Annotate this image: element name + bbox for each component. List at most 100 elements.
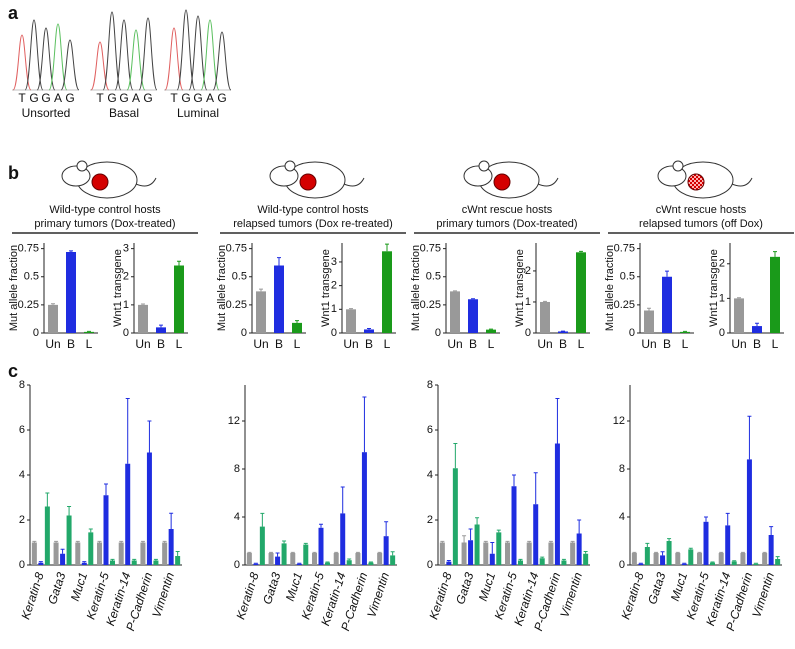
- error-bar: [489, 328, 493, 330]
- chromatogram-peak: [24, 19, 44, 91]
- bar: [364, 329, 374, 333]
- bar: [731, 561, 737, 565]
- error-bar: [69, 250, 73, 252]
- error-bar: [177, 260, 181, 266]
- error-bar: [32, 540, 37, 543]
- bar: [292, 322, 302, 333]
- error-bar: [175, 551, 180, 556]
- y-tick-label: 2: [525, 265, 531, 277]
- sample-label: Basal: [109, 106, 139, 120]
- mouse-ear: [672, 160, 684, 172]
- error-bar: [740, 551, 745, 553]
- error-bar: [153, 558, 158, 561]
- error-bar: [577, 519, 582, 534]
- error-bar: [654, 551, 659, 553]
- base-letter: G: [107, 91, 116, 105]
- y-tick-label: 3: [331, 256, 337, 268]
- x-tick-label: L: [86, 337, 93, 351]
- error-bar: [773, 251, 777, 257]
- chromatogram-peak: [60, 39, 80, 91]
- base-letter: G: [65, 91, 74, 105]
- x-tick-label: Keratin-8: [618, 570, 646, 621]
- tumor: [493, 173, 511, 191]
- tumor: [687, 173, 705, 191]
- error-bar: [104, 483, 108, 496]
- error-bar: [533, 472, 538, 505]
- error-bar: [453, 443, 458, 469]
- y-tick-label: 0.5: [24, 271, 39, 283]
- x-tick-label: Gata3: [645, 570, 669, 606]
- error-bar: [483, 540, 488, 543]
- error-bar: [697, 551, 702, 553]
- bar: [333, 553, 339, 565]
- bar: [631, 553, 637, 565]
- y-tick-label: 0.5: [232, 271, 247, 283]
- x-tick-label: Muc1: [476, 571, 498, 603]
- x-tick-label: L: [682, 337, 689, 351]
- bar: [770, 256, 780, 333]
- chromatogram-peak: [48, 23, 68, 91]
- error-bar: [505, 540, 510, 543]
- y-tick-label: 0.5: [426, 271, 441, 283]
- group-title: cWnt rescue hosts: [656, 204, 747, 216]
- error-bar: [282, 540, 287, 544]
- y-tick-label: 4: [19, 469, 25, 481]
- bar: [688, 549, 694, 565]
- base-letter: G: [217, 91, 226, 105]
- error-bar: [632, 551, 637, 553]
- x-tick-label: Un: [135, 337, 150, 351]
- error-bar: [247, 551, 252, 553]
- y-tick-label: 0.75: [614, 243, 635, 255]
- error-bar: [583, 551, 588, 554]
- y-tick-label: 0: [619, 559, 625, 571]
- bar: [259, 526, 265, 565]
- bar: [725, 525, 731, 565]
- mouse-ear: [284, 160, 296, 172]
- base-letter: G: [181, 91, 190, 105]
- error-bar: [45, 492, 50, 507]
- bar: [390, 555, 396, 565]
- error-bar: [169, 512, 174, 529]
- bar: [146, 452, 152, 565]
- y-tick-label: 4: [427, 469, 433, 481]
- bar: [318, 527, 324, 565]
- bar: [675, 553, 681, 565]
- error-bar: [147, 420, 152, 453]
- error-bar: [141, 303, 145, 305]
- mouse-ear: [76, 160, 88, 172]
- bar: [48, 304, 58, 333]
- bar: [483, 542, 489, 565]
- y-axis-label: Mut allele fraction: [8, 245, 20, 331]
- error-bar: [303, 542, 308, 545]
- error-bar: [390, 551, 395, 556]
- error-bar: [38, 561, 43, 563]
- base-letter: A: [132, 91, 140, 105]
- y-tick-label: 6: [427, 424, 433, 436]
- error-bar: [561, 558, 566, 561]
- bar: [461, 542, 467, 565]
- error-bar: [446, 560, 451, 562]
- y-tick-label: 0: [33, 327, 39, 339]
- tumor: [91, 173, 109, 191]
- bar: [452, 468, 458, 565]
- bar: [138, 304, 148, 333]
- error-bar: [377, 551, 382, 553]
- error-bar: [762, 551, 767, 553]
- x-tick-label: Un: [537, 337, 552, 351]
- group-title: primary tumors (Dox-treated): [436, 218, 577, 230]
- y-tick-label: 0: [427, 559, 433, 571]
- y-tick-label: 0: [241, 327, 247, 339]
- error-bar: [275, 552, 280, 557]
- error-bar: [110, 558, 115, 561]
- error-bar: [340, 486, 345, 514]
- bar: [44, 506, 50, 565]
- bar: [312, 553, 317, 565]
- error-bar: [496, 529, 501, 533]
- bar: [746, 459, 752, 565]
- error-bar: [732, 560, 737, 562]
- bar: [156, 327, 166, 333]
- bar: [753, 563, 759, 565]
- error-bar: [97, 540, 102, 543]
- y-axis-label: Wnt1 transgene: [320, 249, 332, 327]
